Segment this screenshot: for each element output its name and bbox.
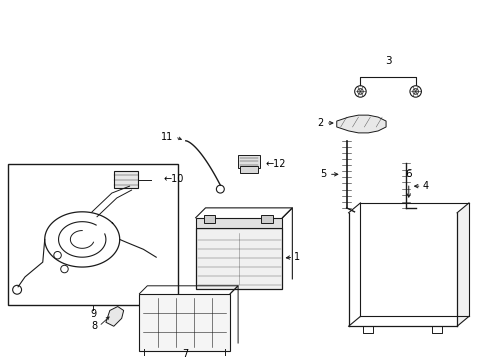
Polygon shape (106, 306, 123, 326)
Bar (114, 171, 139, 188)
Polygon shape (457, 203, 469, 326)
Bar (8, 165, 178, 305)
Text: 6: 6 (405, 169, 412, 179)
Text: 5: 5 (320, 169, 327, 179)
Text: 3: 3 (385, 56, 392, 66)
Bar (240, 166, 258, 173)
Text: 9: 9 (90, 309, 96, 319)
Text: 1: 1 (294, 252, 300, 262)
Bar (238, 154, 260, 168)
Text: ←12: ←12 (266, 159, 286, 170)
Text: 4: 4 (422, 181, 429, 191)
Text: 7: 7 (182, 349, 188, 359)
Circle shape (358, 89, 363, 94)
Bar (140, 294, 230, 351)
Text: 2: 2 (318, 118, 324, 128)
Polygon shape (337, 115, 386, 133)
Text: ←10: ←10 (163, 174, 183, 184)
Bar (196, 228, 283, 289)
Text: 8: 8 (91, 321, 97, 331)
Bar (261, 215, 272, 223)
Text: 11: 11 (161, 132, 173, 142)
Bar (203, 215, 216, 223)
Bar (196, 218, 283, 228)
Circle shape (413, 89, 418, 94)
